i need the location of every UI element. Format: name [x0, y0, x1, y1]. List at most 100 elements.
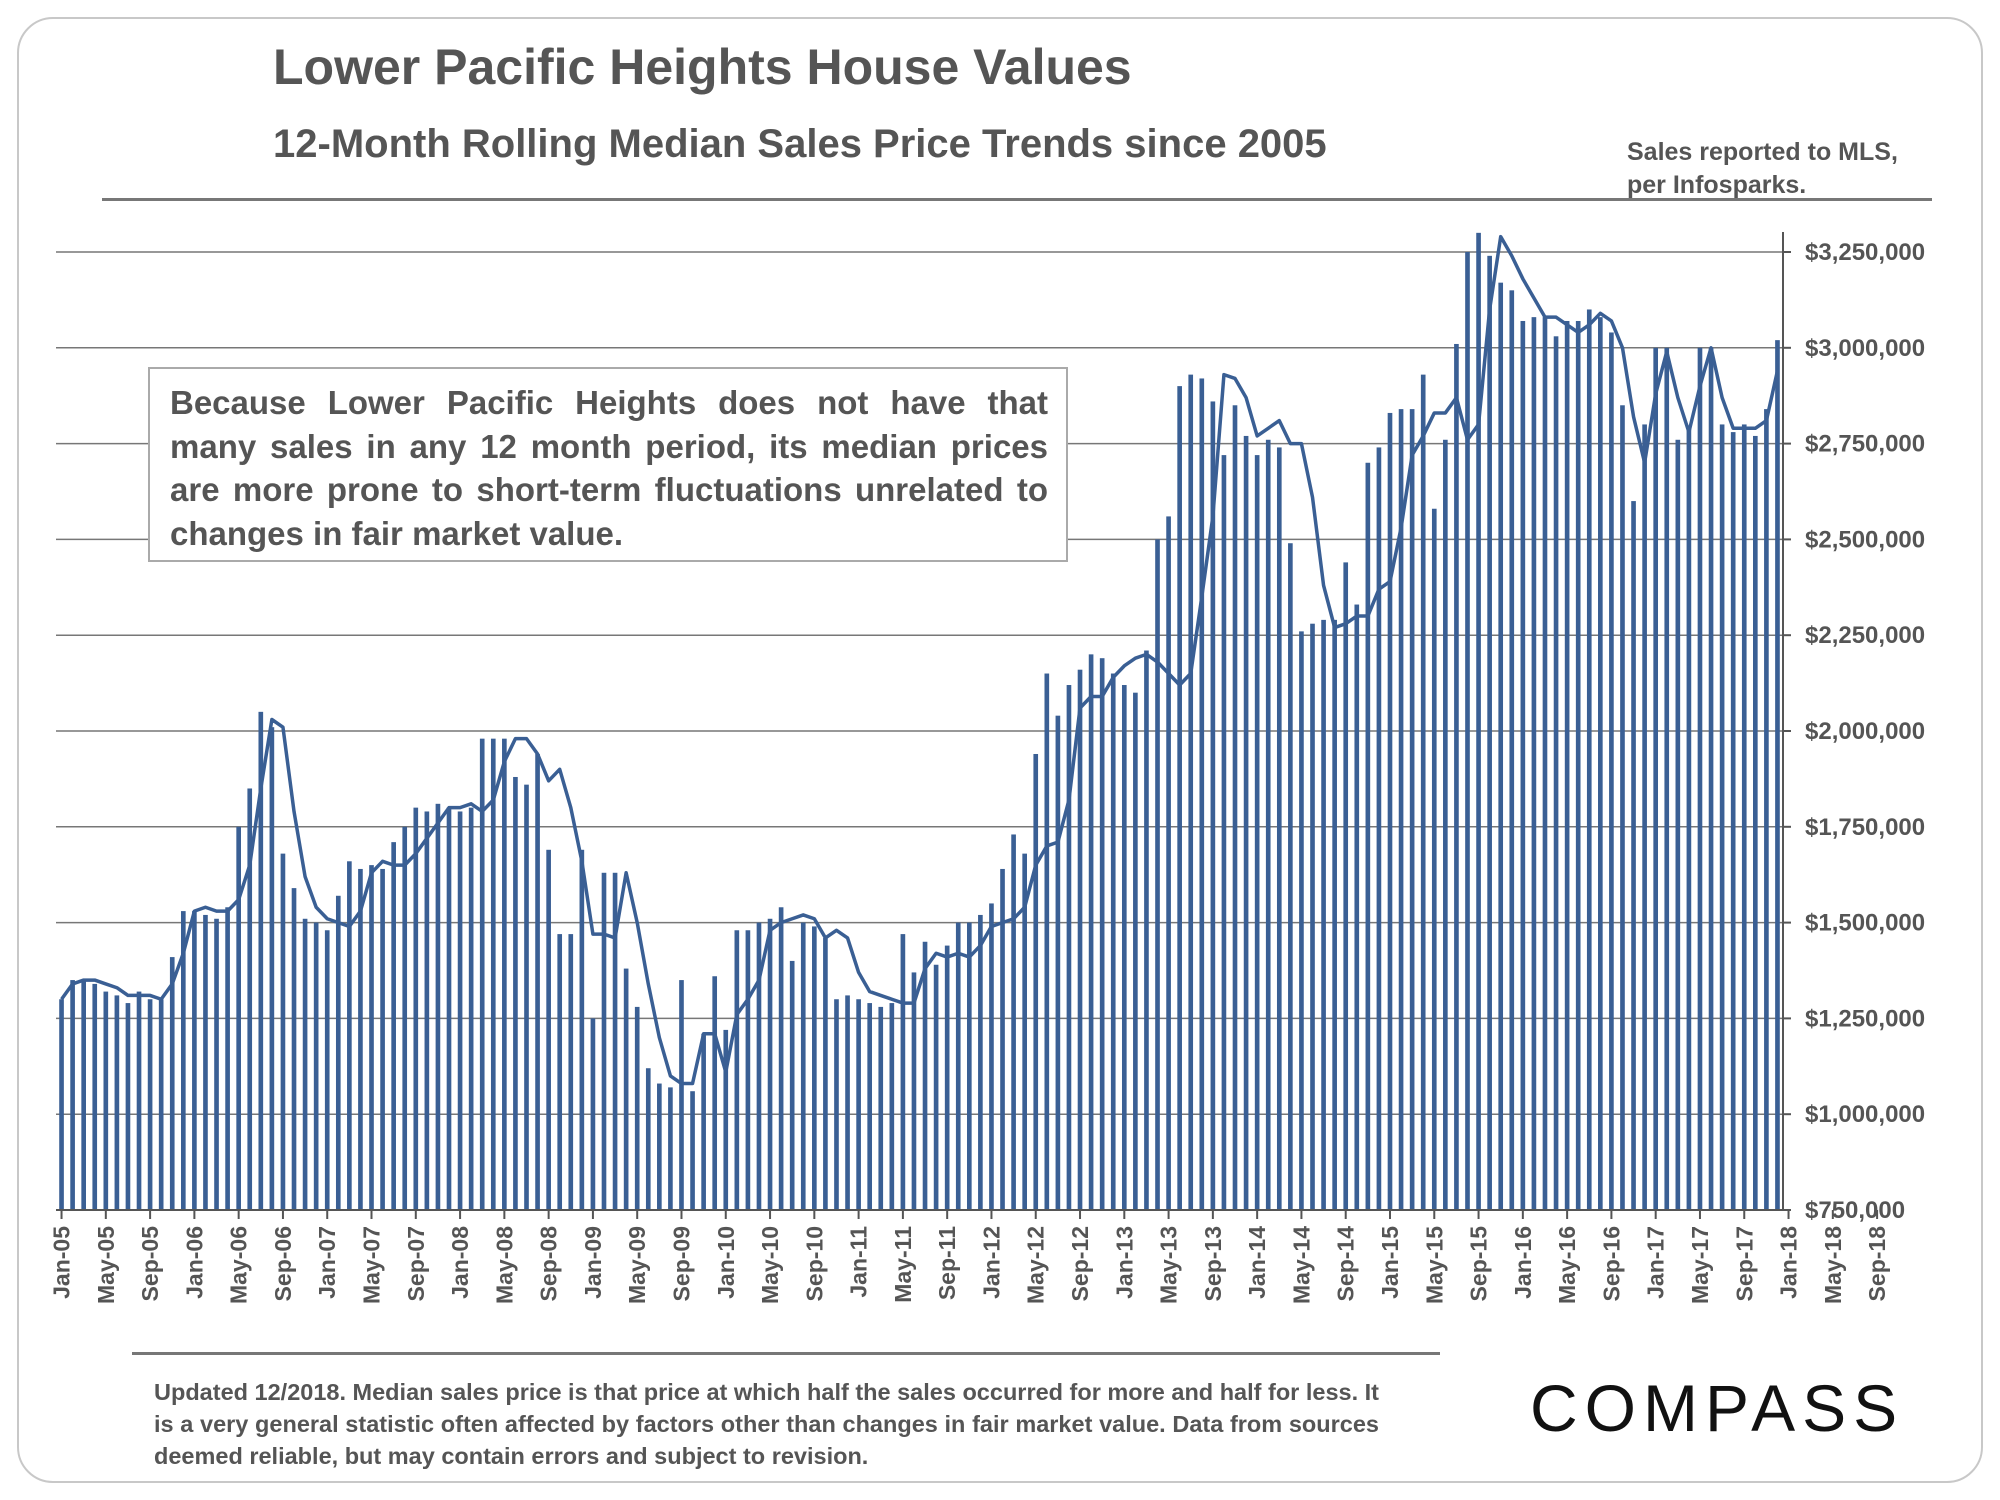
bar: [92, 983, 98, 1210]
bar: [933, 964, 939, 1210]
bar: [1598, 317, 1603, 1210]
bar: [502, 738, 507, 1210]
x-tick-label: Sep-06: [270, 1226, 296, 1301]
bar: [1431, 508, 1437, 1210]
bar: [1033, 753, 1039, 1210]
bar: [1232, 405, 1238, 1210]
y-tick-label: $1,250,000: [1805, 1005, 1925, 1032]
bar: [1664, 347, 1670, 1210]
bar: [778, 907, 784, 1210]
bar: [1697, 347, 1703, 1210]
bar: [978, 914, 983, 1210]
y-tick-label: $1,500,000: [1805, 910, 1925, 937]
x-tick-label: Sep-16: [1598, 1226, 1624, 1301]
bar: [1653, 347, 1659, 1210]
bar: [1088, 654, 1094, 1210]
bar: [192, 911, 197, 1210]
x-tick-label: Sep-09: [668, 1226, 694, 1301]
x-tick-label: May-10: [757, 1226, 783, 1304]
bar: [668, 1087, 673, 1210]
bar: [1476, 232, 1481, 1211]
bar: [125, 1003, 131, 1210]
bar: [1553, 336, 1559, 1210]
y-tick-label: $2,750,000: [1805, 431, 1925, 458]
bar: [380, 868, 385, 1210]
y-tick-label: $2,500,000: [1805, 526, 1925, 553]
bar: [1376, 447, 1382, 1210]
bar: [457, 811, 463, 1210]
x-tick-label: May-11: [890, 1226, 916, 1303]
bar: [1420, 374, 1426, 1210]
bar: [424, 811, 430, 1210]
bar: [1343, 562, 1349, 1210]
bar: [900, 934, 906, 1210]
brand-logo: COMPASS: [1530, 1371, 1905, 1445]
bar: [1730, 432, 1736, 1211]
bar: [1055, 715, 1061, 1210]
bar: [335, 895, 341, 1210]
bar: [789, 960, 795, 1210]
bar: [180, 911, 186, 1210]
bar: [136, 991, 142, 1210]
bar: [657, 1083, 662, 1210]
bar: [546, 849, 551, 1210]
bar: [313, 922, 319, 1210]
bar: [1210, 401, 1216, 1210]
bar: [623, 968, 629, 1210]
page-title: Lower Pacific Heights House Values: [273, 39, 1132, 95]
bar: [1066, 685, 1072, 1210]
bar: [1365, 462, 1371, 1210]
y-tick-label: $3,250,000: [1805, 239, 1925, 266]
bar: [114, 995, 120, 1210]
x-tick-label: Jan-11: [846, 1226, 872, 1298]
x-tick-label: Sep-07: [403, 1226, 429, 1301]
bar: [745, 930, 751, 1210]
y-tick-label: $2,250,000: [1805, 622, 1925, 649]
bar: [679, 980, 684, 1210]
bar: [1575, 320, 1581, 1211]
bar: [1764, 409, 1769, 1210]
bar: [236, 826, 241, 1210]
x-tick-label: Jan-07: [314, 1226, 340, 1299]
x-tick-label: Sep-13: [1200, 1226, 1226, 1301]
x-tick-label: May-05: [93, 1226, 119, 1304]
x-tick-label: May-09: [624, 1226, 650, 1304]
bar: [1188, 374, 1194, 1210]
bar: [756, 922, 762, 1210]
x-tick-label: Sep-18: [1864, 1226, 1890, 1302]
x-tick-label: Jan-17: [1643, 1226, 1669, 1299]
bar: [413, 807, 419, 1210]
x-tick-label: May-07: [359, 1226, 385, 1304]
bar: [1110, 673, 1116, 1210]
axes: [56, 232, 1784, 1211]
bar: [944, 945, 950, 1210]
x-tick-label: May-14: [1288, 1226, 1314, 1304]
bar: [1775, 340, 1780, 1210]
bar: [867, 1003, 873, 1210]
bar: [1631, 501, 1636, 1211]
bar: [1000, 868, 1005, 1210]
x-tick-label: Sep-17: [1731, 1226, 1757, 1301]
chart-frame: [17, 17, 1983, 1483]
bar: [513, 776, 518, 1210]
footer-note: Updated 12/2018. Median sales price is t…: [154, 1379, 1380, 1469]
bar: [1387, 412, 1393, 1210]
bar: [1243, 435, 1249, 1210]
y-tick-label: $750,000: [1805, 1197, 1905, 1224]
bar: [347, 861, 352, 1210]
x-tick-label: Jan-12: [978, 1226, 1004, 1299]
x-tick-label: Sep-08: [536, 1226, 562, 1302]
bar: [601, 872, 607, 1210]
bar: [302, 918, 308, 1210]
bar: [834, 999, 839, 1210]
bar: [1741, 424, 1747, 1210]
bar: [590, 1018, 596, 1210]
bar: [812, 926, 817, 1210]
x-tick-label: May-06: [226, 1226, 252, 1304]
line-series: [60, 234, 1780, 1086]
bar: [612, 872, 618, 1210]
bar: [1509, 290, 1515, 1210]
bar: [324, 930, 330, 1210]
x-tick-label: Jan-09: [580, 1226, 606, 1299]
bar: [712, 976, 718, 1210]
